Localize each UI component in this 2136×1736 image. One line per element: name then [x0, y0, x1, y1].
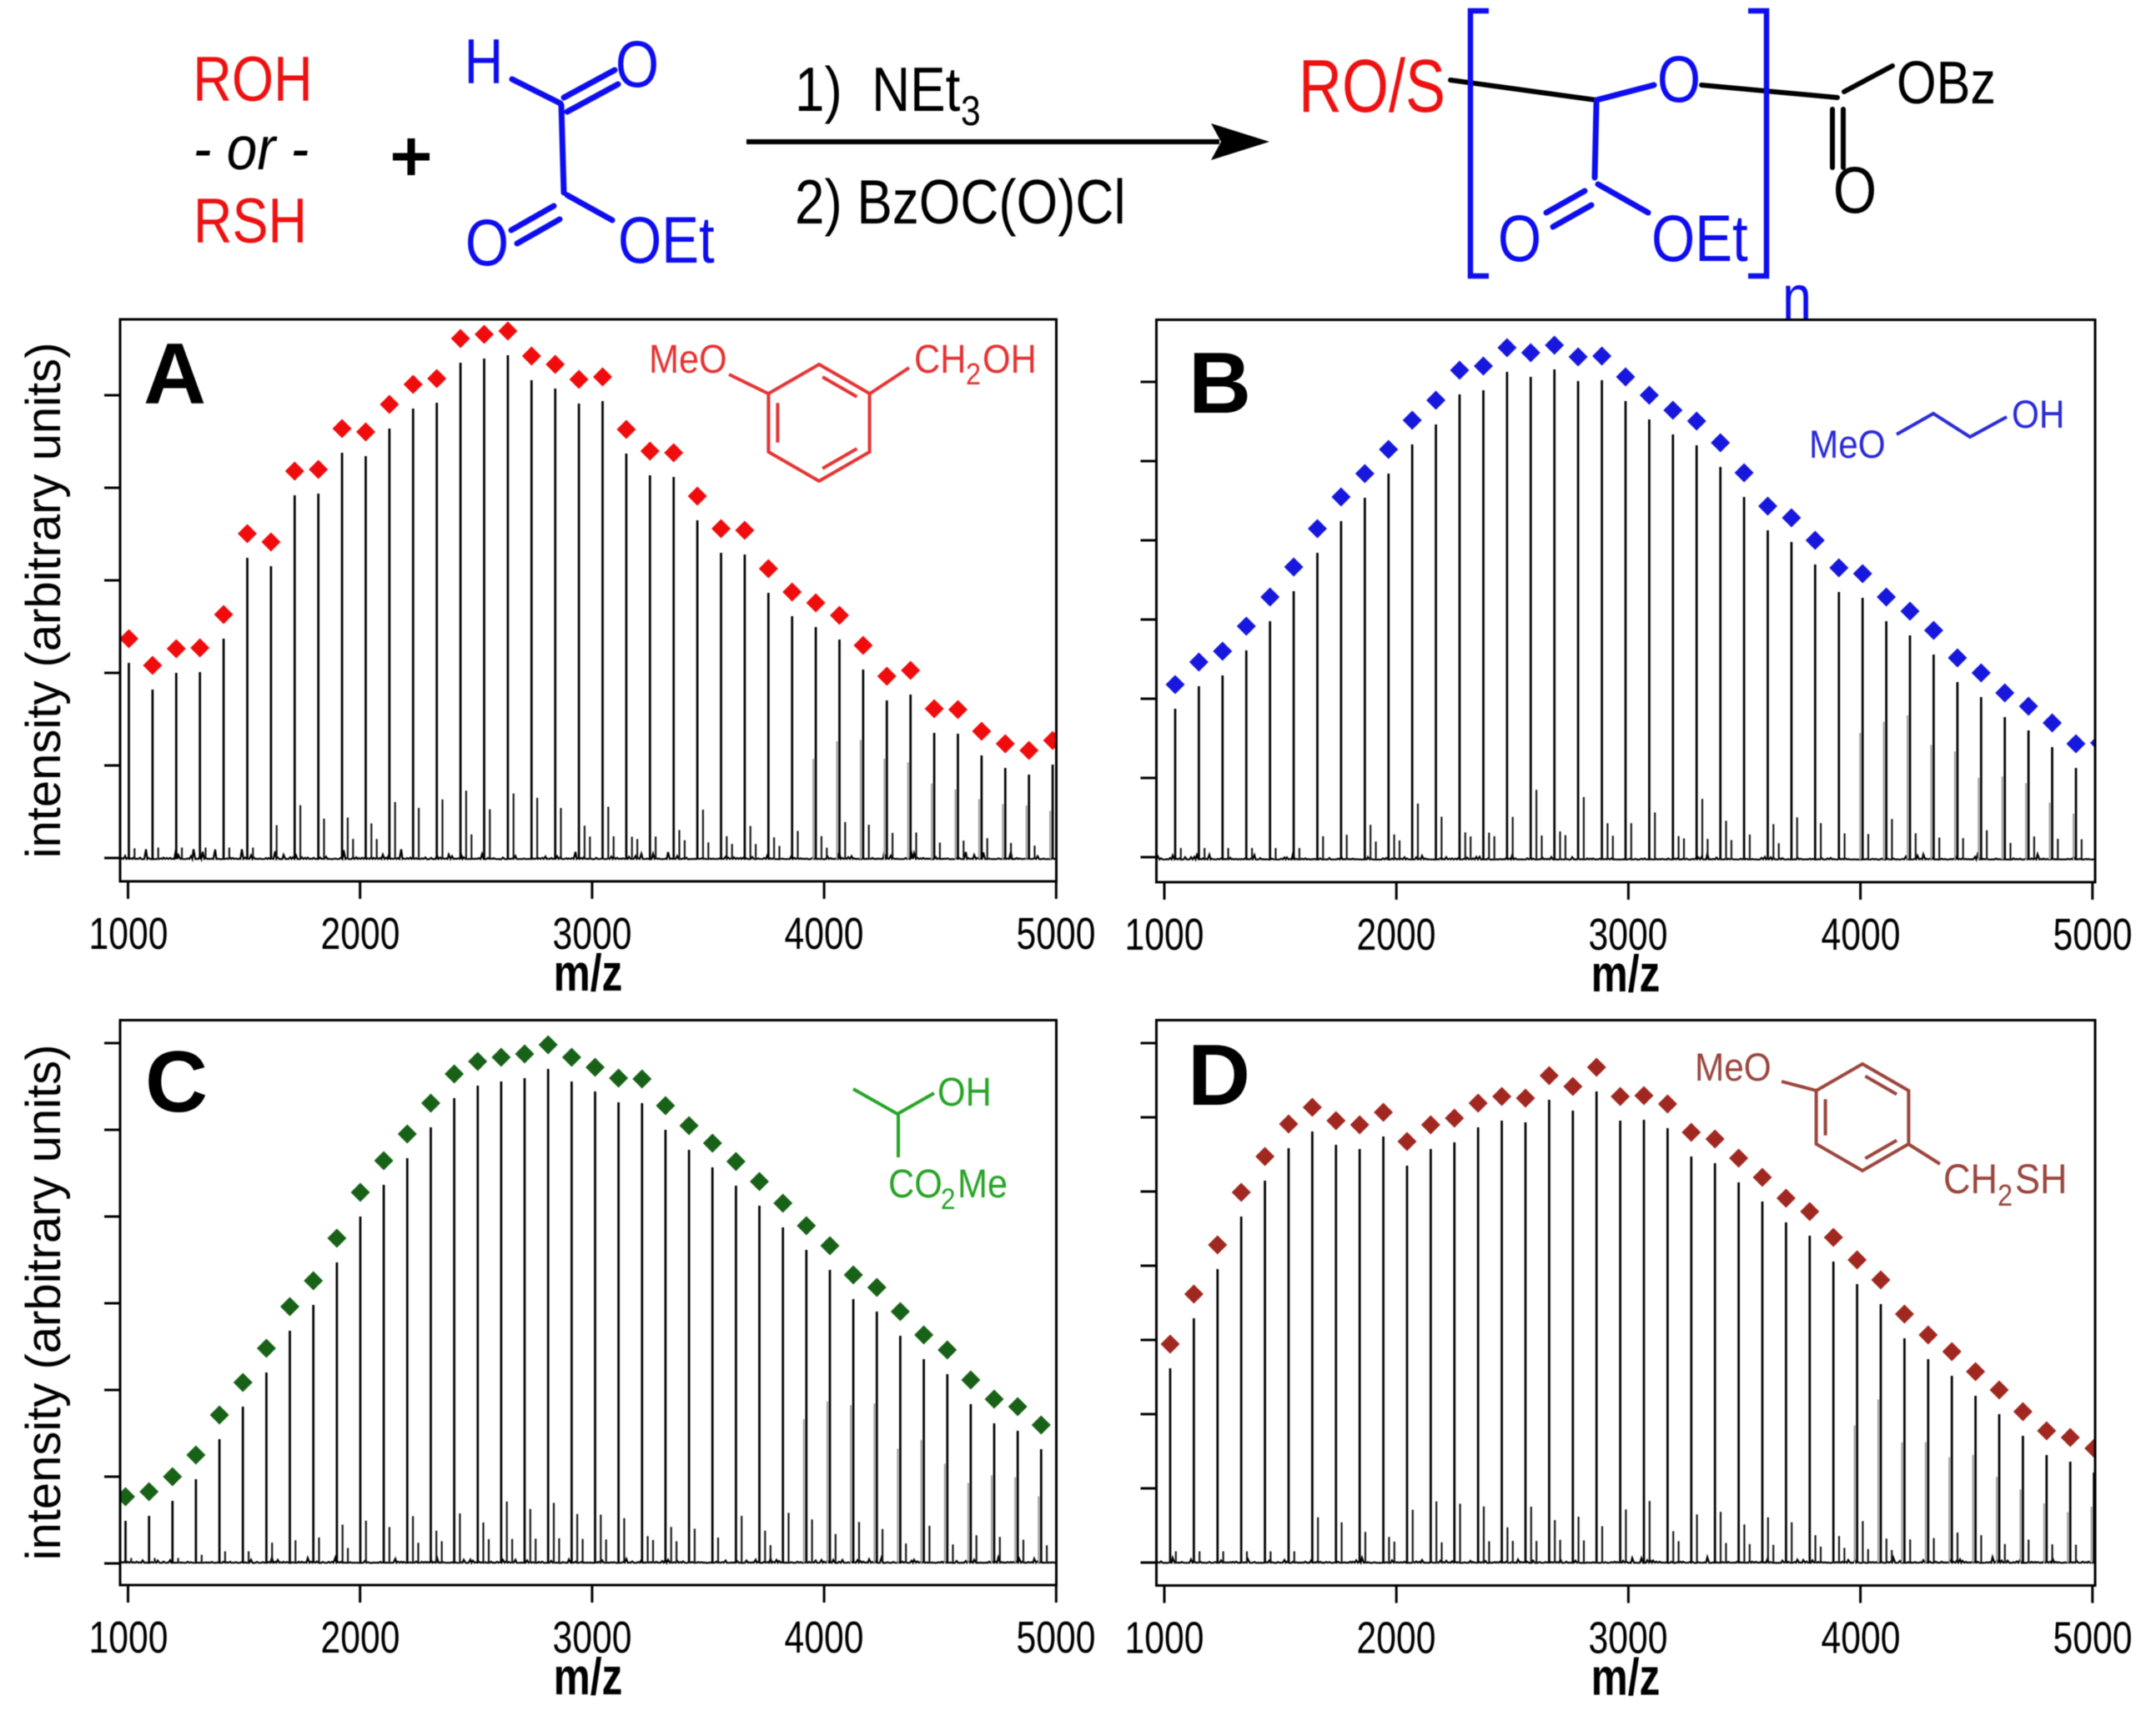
svg-text:OH: OH	[983, 337, 1037, 382]
svg-text:5000: 5000	[1017, 909, 1096, 959]
svg-text:2000: 2000	[321, 1613, 400, 1663]
svg-text:MeO: MeO	[649, 337, 727, 382]
svg-text:A: A	[143, 326, 206, 423]
svg-text:3: 3	[961, 88, 981, 134]
svg-text:1) NEt: 1) NEt	[795, 54, 960, 124]
svg-text:O: O	[616, 28, 659, 101]
svg-text:4000: 4000	[1822, 910, 1901, 960]
svg-text:5000: 5000	[2053, 910, 2133, 960]
svg-text:SH: SH	[2015, 1156, 2067, 1203]
svg-text:C: C	[145, 1034, 208, 1131]
svg-text:1000: 1000	[1125, 910, 1204, 960]
svg-text:OH: OH	[937, 1070, 992, 1115]
svg-text:1000: 1000	[89, 909, 168, 959]
svg-text:RO/S: RO/S	[1299, 44, 1445, 128]
svg-text:O: O	[1833, 153, 1877, 227]
svg-text:m/z: m/z	[554, 1648, 623, 1706]
svg-text:- or -: - or -	[193, 114, 309, 183]
svg-text:4000: 4000	[785, 909, 864, 959]
svg-text:CH: CH	[914, 337, 966, 382]
svg-text:RSH: RSH	[193, 185, 307, 256]
svg-text:Me: Me	[957, 1162, 1008, 1207]
svg-text:2: 2	[1998, 1179, 2013, 1212]
svg-text:m/z: m/z	[554, 944, 623, 1002]
svg-text:4000: 4000	[1822, 1613, 1901, 1663]
svg-text:3000: 3000	[553, 1613, 632, 1663]
svg-text:1000: 1000	[89, 1613, 168, 1663]
svg-text:4000: 4000	[785, 1613, 864, 1663]
svg-text:5000: 5000	[1017, 1613, 1096, 1663]
svg-text:intensity (arbitrary units): intensity (arbitrary units)	[17, 1045, 71, 1561]
svg-text:intensity (arbitrary units): intensity (arbitrary units)	[17, 343, 71, 859]
svg-text:2) BzOC(O)Cl: 2) BzOC(O)Cl	[795, 167, 1126, 237]
svg-text:O: O	[465, 206, 509, 279]
svg-text:3000: 3000	[1589, 1613, 1668, 1663]
svg-text:5000: 5000	[2053, 1613, 2133, 1663]
svg-text:m/z: m/z	[1591, 945, 1661, 1003]
svg-text:2000: 2000	[1357, 1613, 1436, 1663]
svg-text:3000: 3000	[1589, 910, 1668, 960]
svg-text:H: H	[465, 26, 504, 97]
svg-text:ROH: ROH	[193, 43, 313, 114]
svg-text:OEt: OEt	[1651, 202, 1748, 275]
svg-text:m/z: m/z	[1591, 1648, 1661, 1706]
svg-text:CO: CO	[888, 1162, 942, 1207]
svg-text:2: 2	[966, 358, 981, 391]
svg-text:OEt: OEt	[618, 203, 715, 277]
svg-text:O: O	[1657, 43, 1701, 116]
svg-text:2: 2	[941, 1184, 956, 1217]
svg-text:B: B	[1189, 335, 1251, 432]
svg-text:O: O	[1498, 202, 1541, 275]
svg-text:2000: 2000	[321, 909, 400, 959]
svg-text:D: D	[1188, 1027, 1250, 1124]
svg-text:CH: CH	[1943, 1156, 1998, 1203]
svg-text:n: n	[1782, 263, 1812, 332]
svg-text:MeO: MeO	[1695, 1046, 1772, 1090]
svg-text:MeO: MeO	[1809, 424, 1886, 467]
svg-text:1000: 1000	[1125, 1613, 1204, 1663]
svg-text:OH: OH	[2012, 394, 2064, 437]
svg-text:2000: 2000	[1357, 910, 1436, 960]
svg-text:OBz: OBz	[1897, 50, 1996, 117]
svg-text:3000: 3000	[553, 909, 632, 959]
